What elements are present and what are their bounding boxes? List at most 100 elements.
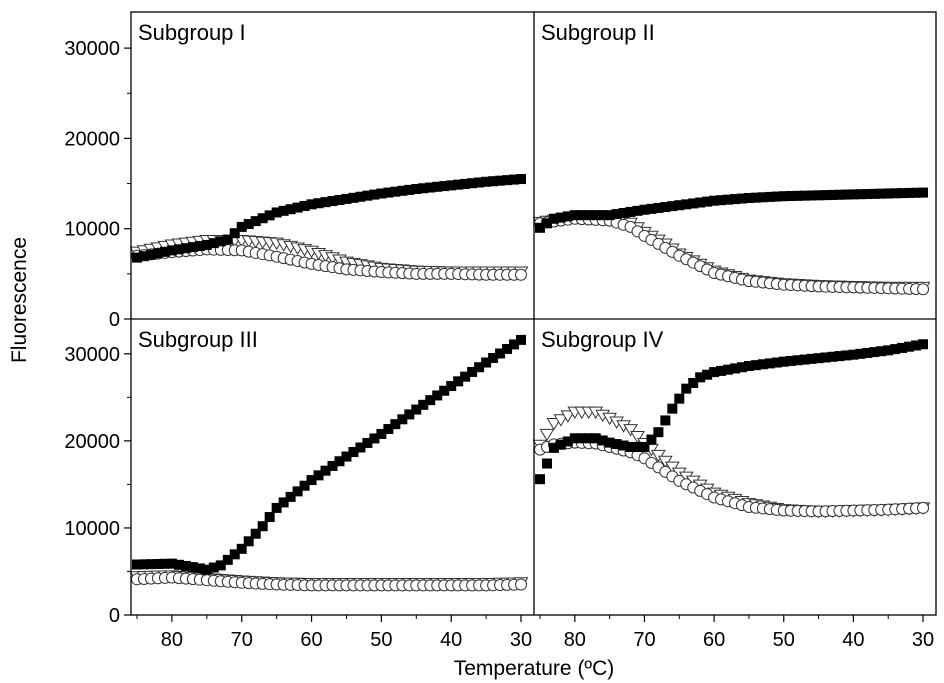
data-point <box>460 371 471 382</box>
data-point <box>250 216 261 227</box>
data-point <box>243 219 254 230</box>
data-point <box>743 193 754 204</box>
data-point <box>716 195 727 206</box>
data-point <box>611 439 622 450</box>
data-point <box>806 353 817 364</box>
axes-layer: 0 10000 20000 30000 0 10000 20000 30000 80 70 60 50… <box>64 11 937 651</box>
data-point <box>548 442 559 453</box>
y-tick-label: 10000 <box>64 518 120 540</box>
data-point <box>180 243 191 254</box>
data-point <box>515 578 528 591</box>
data-point <box>257 521 268 532</box>
data-point <box>632 205 643 216</box>
data-point <box>264 512 275 523</box>
data-point <box>159 558 170 569</box>
data-point <box>229 228 240 239</box>
data-point <box>723 364 734 375</box>
data-point <box>623 424 638 437</box>
data-point <box>355 191 366 202</box>
data-point <box>883 188 894 199</box>
data-point <box>453 179 464 190</box>
data-point <box>548 213 559 224</box>
data-point <box>618 207 629 218</box>
data-point <box>674 200 685 211</box>
data-point <box>467 366 478 377</box>
data-point <box>334 456 345 467</box>
data-point <box>771 357 782 368</box>
data-point <box>488 353 499 364</box>
data-point <box>597 435 608 446</box>
data-point <box>743 361 754 372</box>
data-point <box>460 178 471 189</box>
data-point <box>723 194 734 205</box>
data-point <box>590 433 601 444</box>
data-point <box>278 205 289 216</box>
data-point <box>159 246 170 257</box>
y-tick-label: 20000 <box>64 128 120 150</box>
data-point <box>736 193 747 204</box>
data-point <box>495 175 506 186</box>
data-point <box>516 174 527 185</box>
data-point <box>404 409 415 420</box>
data-point <box>404 184 415 195</box>
data-point <box>488 176 499 187</box>
data-point <box>827 189 838 200</box>
data-point <box>848 189 859 200</box>
data-point <box>222 234 233 245</box>
data-point <box>418 183 429 194</box>
data-point <box>341 451 352 462</box>
data-point <box>236 221 247 232</box>
data-point <box>257 213 268 224</box>
series-filled-square <box>535 187 929 233</box>
data-point <box>271 502 282 513</box>
data-point <box>834 189 845 200</box>
data-point <box>799 354 810 365</box>
data-point <box>474 177 485 188</box>
data-point <box>709 195 720 206</box>
y-tick-label: 30000 <box>64 344 120 366</box>
x-tick-label: 50 <box>773 629 795 651</box>
data-point <box>145 559 156 570</box>
data-point <box>876 188 887 199</box>
data-point <box>173 244 184 255</box>
data-point <box>604 437 615 448</box>
series-open-circle <box>131 571 528 592</box>
x-tick-label: 30 <box>510 629 532 651</box>
data-point <box>278 497 289 508</box>
data-point <box>515 268 528 281</box>
data-point <box>660 202 671 213</box>
data-point <box>750 192 761 203</box>
data-point <box>917 283 930 296</box>
data-point <box>625 206 636 217</box>
panel-title: Subgroup IV <box>541 327 664 352</box>
data-point <box>481 357 492 368</box>
data-point <box>897 188 908 199</box>
data-point <box>813 353 824 364</box>
data-point <box>834 351 845 362</box>
data-point <box>502 175 513 186</box>
data-point <box>639 441 650 452</box>
data-point <box>180 560 191 571</box>
data-point <box>862 189 873 200</box>
data-point <box>630 431 645 444</box>
x-tick-label: 40 <box>440 629 462 651</box>
panel-3: Subgroup III <box>129 327 529 592</box>
y-tick-label: 20000 <box>64 431 120 453</box>
x-tick-label: 30 <box>912 629 934 651</box>
data-point <box>229 549 240 560</box>
data-point <box>539 428 555 442</box>
data-point <box>495 348 506 359</box>
data-point <box>890 344 901 355</box>
data-point <box>555 439 566 450</box>
data-point <box>509 339 520 350</box>
data-point <box>904 341 915 352</box>
data-point <box>757 192 768 203</box>
x-tick-label: 70 <box>633 629 655 651</box>
data-point <box>439 385 450 396</box>
data-point <box>841 189 852 200</box>
data-point <box>271 207 282 218</box>
data-point <box>201 239 212 250</box>
data-point <box>576 210 587 221</box>
data-point <box>411 183 422 194</box>
